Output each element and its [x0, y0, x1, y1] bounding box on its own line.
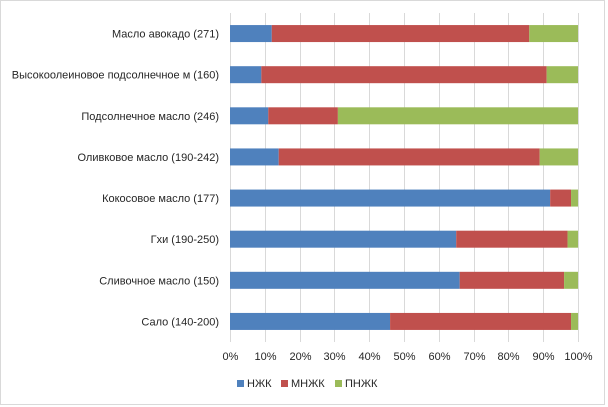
x-tick-label: 0% — [223, 351, 239, 363]
category-label: Гхи (190-250) — [151, 234, 219, 246]
x-tick-label: 40% — [358, 351, 380, 363]
bar-segment — [230, 230, 457, 248]
x-tick-label: 80% — [497, 351, 519, 363]
x-tick-label: 30% — [323, 351, 345, 363]
category-label: Кокосовое масло (177) — [102, 193, 219, 205]
category-label: Высокоолеиновое подсолнечное м (160) — [12, 70, 219, 82]
bar-segment — [390, 312, 572, 330]
bars — [230, 25, 578, 330]
legend-label: НЖК — [247, 378, 272, 390]
bar-segment — [230, 312, 391, 330]
bar-segment — [539, 148, 578, 166]
bar-segment — [564, 271, 578, 289]
x-tick-label: 90% — [532, 351, 554, 363]
bar-segment — [571, 312, 578, 330]
category-label: Оливковое масло (190-242) — [78, 152, 220, 164]
legend-item[interactable]: ПНЖК — [335, 378, 378, 390]
legend-swatch — [335, 380, 342, 387]
legend[interactable]: НЖК МНЖК ПНЖК — [237, 378, 378, 390]
x-tick-label: 70% — [463, 351, 485, 363]
bar-segment — [230, 25, 272, 43]
bar-segment — [546, 66, 578, 84]
bar-segment — [337, 107, 578, 125]
x-tick-label: 60% — [428, 351, 450, 363]
legend-label: ПНЖК — [345, 378, 378, 390]
bar-segment — [261, 66, 547, 84]
legend-item[interactable]: МНЖК — [281, 378, 325, 390]
legend-swatch — [237, 380, 244, 387]
legend-label: МНЖК — [291, 378, 325, 390]
bar-segment — [230, 148, 279, 166]
bar-segment — [459, 271, 565, 289]
category-label: Сливочное масло (150) — [99, 275, 219, 287]
x-tick-label: 10% — [254, 351, 276, 363]
bar-segment — [550, 189, 572, 207]
x-tick-label: 20% — [289, 351, 311, 363]
legend-swatch — [281, 380, 288, 387]
category-label: Сало (140-200) — [141, 316, 219, 328]
legend-item[interactable]: НЖК — [237, 378, 272, 390]
bar-segment — [230, 271, 460, 289]
bar-segment — [456, 230, 568, 248]
gridlines — [230, 13, 579, 342]
bar-segment — [268, 107, 338, 125]
bar-segment — [230, 189, 551, 207]
x-tick-label: 100% — [564, 351, 592, 363]
x-tick-label: 50% — [393, 351, 415, 363]
category-labels: Масло авокадо (271) Высокоолеиновое подсо… — [12, 29, 219, 329]
bar-segment — [278, 148, 540, 166]
bar-segment — [230, 107, 269, 125]
x-tick-labels: 0% 10% 20% 30% 40% 50% 60% 70% 80% 90% 100% — [223, 351, 593, 363]
bar-segment — [271, 25, 530, 43]
bar-segment — [230, 66, 262, 84]
bar-segment — [529, 25, 578, 43]
category-label: Масло авокадо (271) — [112, 29, 219, 41]
category-label: Подсолнечное масло (246) — [81, 111, 219, 123]
bar-segment — [571, 189, 578, 207]
bar-segment — [567, 230, 578, 248]
